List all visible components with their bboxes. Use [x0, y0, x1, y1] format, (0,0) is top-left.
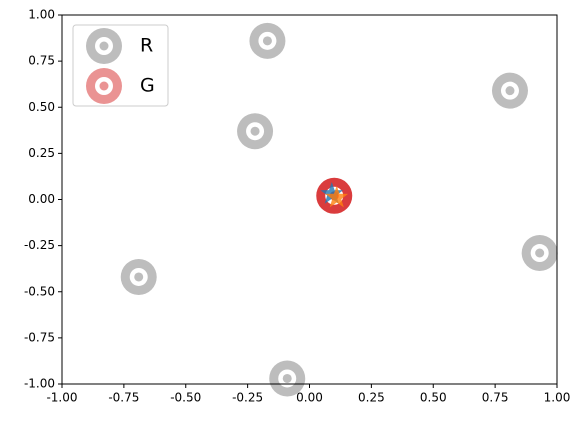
x-tick-label: -1.00 — [46, 391, 77, 405]
marker-dot — [282, 373, 292, 383]
x-tick-label: -0.25 — [232, 391, 263, 405]
marker-dot — [134, 272, 144, 282]
marker-dot — [505, 86, 515, 96]
marker-dot — [99, 41, 109, 51]
y-tick-label: -0.50 — [24, 284, 55, 298]
point — [237, 113, 274, 150]
y-tick-label: 0.00 — [28, 192, 55, 206]
point — [249, 22, 286, 59]
axes-frame — [61, 14, 558, 385]
point — [325, 185, 349, 208]
point — [521, 235, 558, 272]
x-tick-label: 0.00 — [296, 391, 323, 405]
point — [120, 258, 157, 295]
x-tick-label: 1.00 — [544, 391, 571, 405]
legend-marker — [86, 28, 122, 64]
point — [269, 360, 306, 397]
marker-dot — [99, 81, 109, 91]
x-tick-label: 0.50 — [420, 391, 447, 405]
legend-marker — [86, 68, 122, 104]
x-tick-label: 0.75 — [482, 391, 509, 405]
y-tick-label: 1.00 — [28, 8, 55, 22]
marker-dot — [250, 126, 260, 136]
marker-dot — [262, 36, 272, 46]
marker-dot — [535, 248, 545, 258]
x-tick-label: 0.25 — [358, 391, 385, 405]
legend-label: R — [140, 35, 153, 57]
point — [491, 72, 528, 109]
x-tick-label: -0.50 — [170, 391, 201, 405]
legend: RG — [72, 24, 169, 107]
y-tick-label: -1.00 — [24, 377, 55, 391]
y-tick-label: -0.75 — [24, 330, 55, 344]
y-tick-label: 0.75 — [28, 54, 55, 68]
y-tick-label: -0.25 — [24, 238, 55, 252]
x-tick-label: -0.75 — [108, 391, 139, 405]
point — [320, 182, 344, 204]
legend-label: G — [140, 75, 155, 97]
y-tick-label: 0.25 — [28, 146, 55, 160]
y-tick-label: 0.50 — [28, 100, 55, 114]
